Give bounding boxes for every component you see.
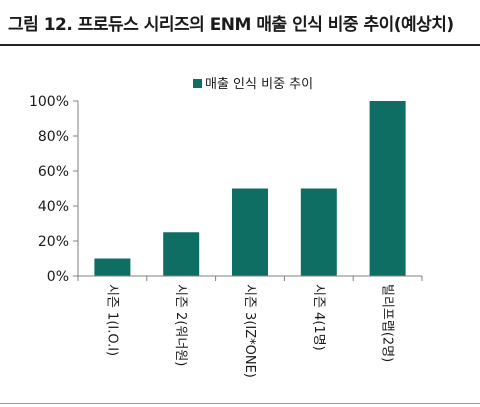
figure-title: 그림 12. 프로듀스 시리즈의 ENM 매출 인식 비중 추이(예상치) <box>8 15 454 35</box>
y-tick-label: 60% <box>38 164 69 180</box>
y-tick-label: 80% <box>38 129 69 145</box>
title-rule <box>0 44 480 46</box>
y-tick-label: 100% <box>29 94 69 110</box>
y-axis: 0% 20% 40% 60% 80% 100% <box>29 94 79 285</box>
bottom-rule <box>0 403 480 404</box>
bar <box>369 101 406 276</box>
bar <box>300 188 337 276</box>
legend: 매출 인식 비중 추이 <box>193 77 313 92</box>
bars <box>94 101 406 276</box>
y-tick-label: 20% <box>38 234 69 250</box>
bar <box>94 258 131 276</box>
x-tick-label: 시즌 2(워너원) <box>173 284 188 366</box>
y-tick-label: 40% <box>38 199 69 215</box>
y-tick-label: 0% <box>47 269 69 285</box>
x-tick-label: 빌리프랩(2명) <box>380 284 395 362</box>
bar <box>232 188 268 276</box>
x-tick-label: 시즌 3(IZ*ONE) <box>242 284 257 378</box>
legend-label: 매출 인식 비중 추이 <box>205 77 313 92</box>
x-tick-label: 시즌 4(1명) <box>311 284 326 351</box>
legend-swatch <box>193 79 202 88</box>
bar <box>163 232 200 276</box>
x-tick-label: 시즌 1(I.O.I) <box>104 284 119 356</box>
x-axis: 시즌 1(I.O.I) 시즌 2(워너원) 시즌 3(IZ*ONE) 시즌 4(1명)… <box>77 275 423 378</box>
